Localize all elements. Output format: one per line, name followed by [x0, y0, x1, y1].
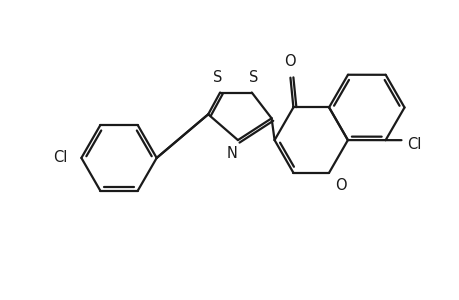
Text: S: S	[213, 70, 222, 85]
Text: O: O	[335, 178, 346, 193]
Text: Cl: Cl	[53, 150, 67, 165]
Text: S: S	[249, 70, 258, 85]
Text: O: O	[284, 54, 296, 69]
Text: Cl: Cl	[407, 136, 421, 152]
Text: N: N	[226, 146, 237, 161]
